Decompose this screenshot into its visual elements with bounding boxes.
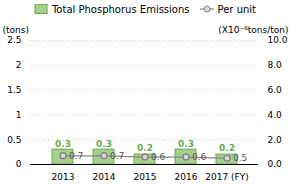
svg-text:0.5: 0.5: [7, 135, 21, 145]
svg-text:(tons): (tons): [3, 25, 29, 35]
svg-text:0.2: 0.2: [219, 143, 235, 153]
svg-text:0.3: 0.3: [178, 139, 194, 149]
svg-text:2.0: 2.0: [268, 135, 283, 145]
svg-text:0.3: 0.3: [96, 139, 112, 149]
svg-text:1.5: 1.5: [7, 85, 21, 95]
svg-text:0.7: 0.7: [110, 151, 124, 161]
svg-text:0.7: 0.7: [69, 151, 83, 161]
svg-text:2017 (FY): 2017 (FY): [205, 172, 248, 182]
svg-text:10.0: 10.0: [268, 35, 288, 45]
svg-text:2.5: 2.5: [7, 35, 21, 45]
svg-text:2: 2: [16, 60, 22, 70]
svg-text:2013: 2013: [52, 172, 75, 182]
html-text:Total Phosphorus Emissions: Total Phosphorus Emissions: [52, 3, 190, 15]
svg-text:2016: 2016: [175, 172, 198, 182]
svg-text:0: 0: [16, 159, 22, 169]
svg-text:(X10⁻⁶tons/ton): (X10⁻⁶tons/ton): [218, 25, 288, 35]
svg-text:0.3: 0.3: [55, 139, 71, 149]
html-text:Per unit: Per unit: [217, 3, 256, 15]
svg-text:6.0: 6.0: [268, 85, 283, 95]
svg-text:4.0: 4.0: [268, 110, 283, 120]
svg-text:0.5: 0.5: [233, 153, 247, 163]
svg-text:2014: 2014: [93, 172, 116, 182]
svg-text:0.6: 0.6: [192, 152, 207, 162]
svg-text:0.0: 0.0: [268, 159, 283, 169]
svg-text:0.6: 0.6: [151, 152, 166, 162]
svg-text:8.0: 8.0: [268, 60, 283, 70]
svg-text:1: 1: [16, 110, 22, 120]
svg-text:0.2: 0.2: [137, 143, 153, 154]
svg-text:2015: 2015: [134, 172, 157, 182]
